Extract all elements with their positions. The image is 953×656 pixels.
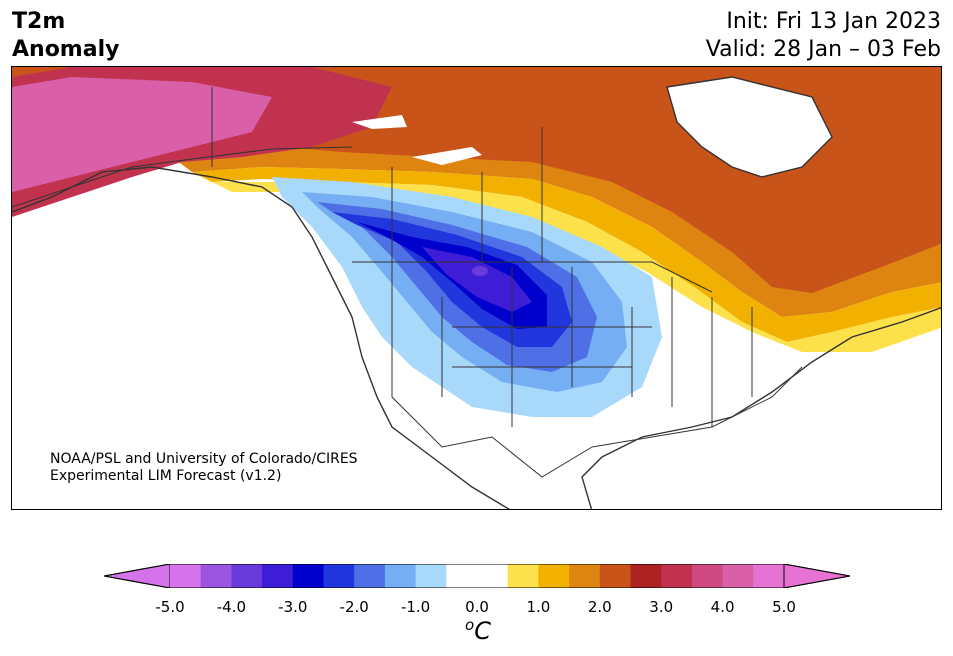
units-letter: C: [474, 617, 491, 645]
anomaly-indigo: [422, 247, 532, 312]
credit-text: NOAA/PSL and University of Colorado/CIRE…: [50, 451, 358, 485]
colorbar-tick-label: 5.0: [772, 598, 796, 616]
colorbar-swatch: [599, 564, 631, 588]
colorbar-extend-max: [783, 564, 850, 588]
colorbar-units: oC: [465, 616, 491, 645]
colorbar-swatch: [538, 564, 570, 588]
colorbar-swatch: [200, 564, 232, 588]
anomaly-map: NOAA/PSL and University of Colorado/CIRE…: [11, 66, 942, 510]
colorbar-swatch: [569, 564, 601, 588]
colorbar-tick-label: -5.0: [155, 598, 185, 616]
colorbar-tick-label: 1.0: [526, 598, 551, 616]
colorbar: [104, 564, 850, 588]
arctic-island-white-1: [352, 115, 407, 129]
init-date: Init: Fri 13 Jan 2023: [726, 9, 941, 34]
colorbar-swatch: [354, 564, 386, 588]
colorbar-swatch: [507, 564, 539, 588]
colorbar-swatch: [722, 564, 754, 588]
anomaly-band-yellow: [212, 182, 941, 352]
colorbar-swatch: [446, 564, 478, 588]
anomaly-band-gold: [192, 167, 941, 342]
colorbar-swatch: [231, 564, 263, 588]
forecast-dates: Init: Fri 13 Jan 2023 Valid: 28 Jan – 03…: [706, 8, 941, 64]
colorbar-swatch: [384, 564, 417, 588]
colorbar-swatch: [292, 564, 324, 588]
colorbar-tick-labels: -5.0 -4.0 -3.0 -2.0 -1.0 0.0 1.0 2.0 3.0 4.0 5.0: [0, 598, 953, 618]
colorbar-tick-label: -3.0: [278, 598, 308, 616]
colorbar-tick-label: 3.0: [649, 598, 674, 616]
anomaly-band-light-orange: [172, 145, 941, 317]
colorbar-swatch: [262, 564, 294, 588]
hudson-bay: [667, 77, 832, 177]
political-borders: [12, 87, 803, 478]
map-canvas: [12, 67, 941, 509]
colorbar-tick-label: 4.0: [710, 598, 735, 616]
colorbar-tick-label: -4.0: [216, 598, 247, 616]
colorbar-swatch: [415, 564, 447, 588]
title-line-variable: T2m: [12, 9, 66, 34]
colorbar-swatch: [323, 564, 355, 588]
arctic-island-white-2: [412, 147, 482, 165]
colorbar-tick-label: 2.0: [587, 598, 612, 616]
units-degree: o: [465, 616, 475, 634]
colorbar-extend-min: [104, 564, 171, 588]
colorbar-swatch: [170, 564, 202, 588]
anomaly-alaska-magenta: [12, 77, 272, 192]
valid-date: Valid: 28 Jan – 03 Feb: [705, 37, 941, 62]
colorbar-swatch: [691, 564, 724, 588]
colorbar-swatch: [661, 564, 693, 588]
colorbar-tick-label: -2.0: [339, 598, 369, 616]
anomaly-violet: [472, 266, 488, 276]
map-title: T2m Anomaly: [12, 8, 119, 64]
colorbar-swatch: [477, 564, 509, 588]
colorbar-tick-label: 0.0: [465, 598, 489, 616]
colorbar-swatch: [753, 564, 785, 588]
colorbar-swatch: [630, 564, 662, 588]
title-line-anomaly: Anomaly: [12, 37, 120, 62]
coastlines: [12, 76, 941, 509]
colorbar-tick-label: -1.0: [400, 598, 431, 616]
credit-line-1: NOAA/PSL and University of Colorado/CIRE…: [50, 451, 358, 467]
credit-line-2: Experimental LIM Forecast (v1.2): [50, 468, 282, 484]
